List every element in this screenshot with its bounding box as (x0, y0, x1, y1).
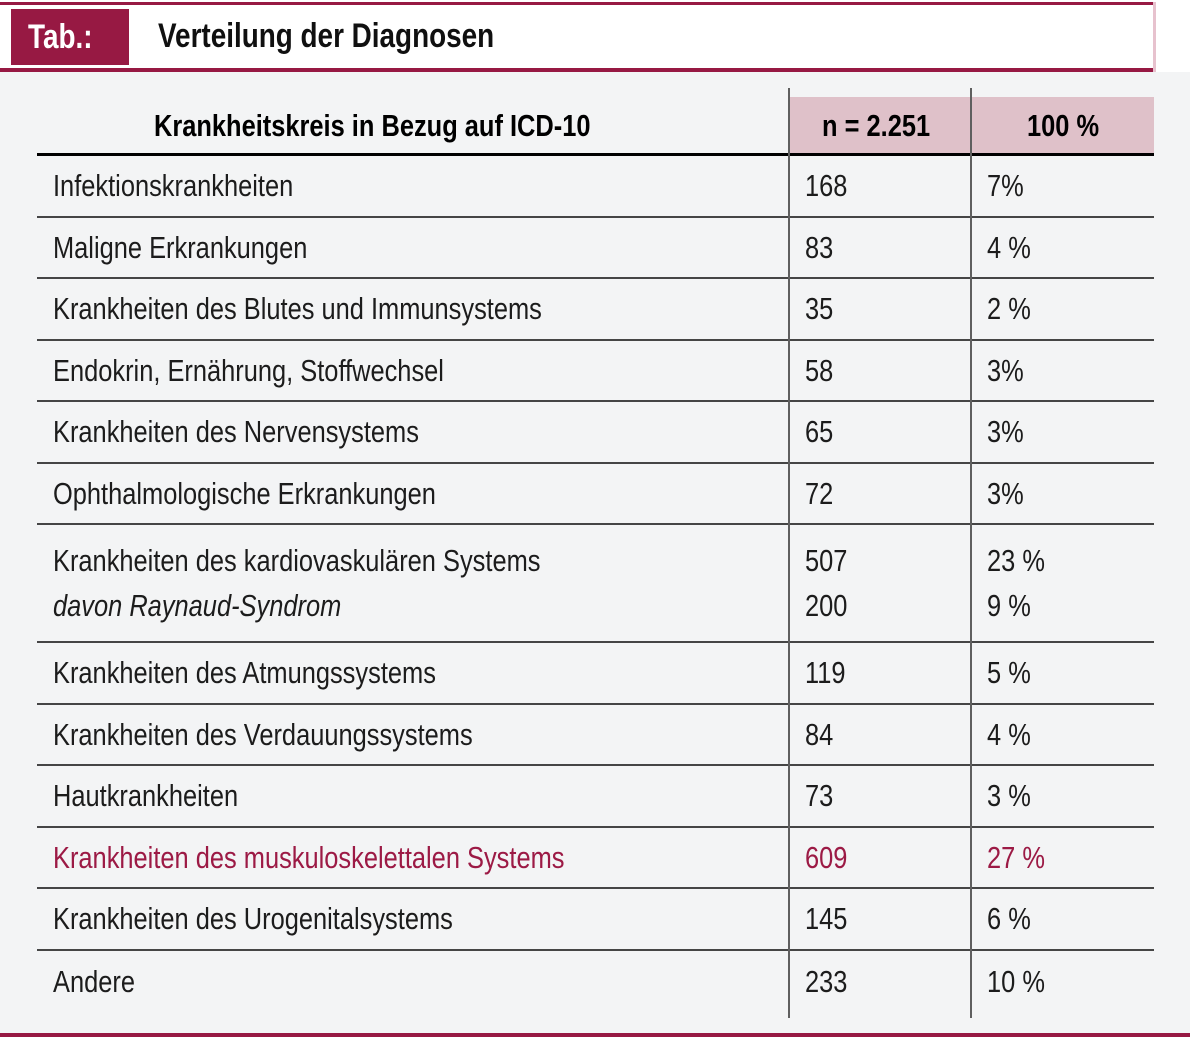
table-row: Andere 233 10 % (37, 951, 1154, 1013)
cell-diagnosis: Krankheiten des Urogenitalsystems (53, 901, 453, 937)
header-label-percent: 100 % (1026, 107, 1099, 143)
cell-percent: 5 % (987, 655, 1031, 691)
table-body: Infektionskrankheiten 168 7% Maligne Erk… (37, 156, 1154, 1012)
table-row: Maligne Erkrankungen 83 4 % (37, 218, 1154, 279)
banner-right-cap (1153, 2, 1156, 72)
cell-diagnosis: Andere (53, 963, 135, 999)
cell-count: 72 (805, 475, 834, 511)
cell-percent: 23 % 9 % (987, 543, 1045, 623)
diagnoses-table: Krankheitskreis in Bezug auf ICD-10 n = … (37, 97, 1154, 1012)
table-row: Krankheiten des Urogenitalsystems 145 6 … (37, 889, 1154, 951)
cell-percent: 3% (987, 414, 1024, 450)
table-row: Hautkrankheiten 73 3 % (37, 766, 1154, 828)
table-title: Verteilung der Diagnosen (158, 17, 495, 55)
cell-count: 35 (805, 291, 834, 327)
cell-percent: 10 % (987, 963, 1045, 999)
cell-diagnosis: Krankheiten des kardiovaskulären Systems… (53, 543, 541, 623)
table-row: Krankheiten des kardiovaskulären Systems… (37, 525, 1154, 643)
table-row: Infektionskrankheiten 168 7% (37, 156, 1154, 218)
cell-percent: 7% (987, 168, 1024, 204)
table-tag-box: Tab.: (11, 9, 129, 65)
cell-count: 83 (805, 229, 834, 265)
header-cell-percent: 100 % (970, 97, 1154, 153)
cell-diagnosis: Krankheiten des muskuloskelettalen Syste… (53, 839, 565, 875)
table-row: Krankheiten des Nervensystems 65 3% (37, 402, 1154, 464)
cell-percent: 4 % (987, 229, 1031, 265)
table-row: Ophthalmologische Erkrankungen 72 3% (37, 464, 1154, 525)
cell-percent: 3% (987, 475, 1024, 511)
cell-count: 507 200 (805, 543, 848, 623)
cell-diagnosis: Hautkrankheiten (53, 778, 239, 814)
table-panel-background (0, 72, 1190, 1033)
table-header-row: Krankheitskreis in Bezug auf ICD-10 n = … (37, 97, 1154, 156)
header-label-diagnosis: Krankheitskreis in Bezug auf ICD-10 (154, 107, 591, 143)
table-row: Krankheiten des Verdauungssystems 84 4 % (37, 705, 1154, 766)
header-label-count: n = 2.251 (821, 107, 930, 143)
cell-count: 65 (805, 414, 834, 450)
cell-percent: 3% (987, 352, 1024, 388)
cell-count: 233 (805, 963, 848, 999)
cell-diagnosis: Krankheiten des Blutes und Immunsystems (53, 291, 542, 327)
table-row: Krankheiten des Blutes und Immunsystems … (37, 279, 1154, 341)
header-cell-diagnosis: Krankheitskreis in Bezug auf ICD-10 (37, 97, 788, 153)
cell-count: 145 (805, 901, 848, 937)
column-divider-2 (970, 88, 972, 1018)
cell-count: 58 (805, 352, 834, 388)
cell-percent: 2 % (987, 291, 1031, 327)
cell-percent: 4 % (987, 716, 1031, 752)
page-bottom-rule (0, 1033, 1190, 1037)
cell-percent: 3 % (987, 778, 1031, 814)
cell-count: 84 (805, 716, 834, 752)
cell-diagnosis: Krankheiten des Atmungssystems (53, 655, 436, 691)
cell-diagnosis: Endokrin, Ernährung, Stoffwechsel (53, 352, 444, 388)
column-divider-1 (788, 88, 790, 1018)
header-cell-count: n = 2.251 (788, 97, 970, 153)
cell-percent: 27 % (987, 839, 1045, 875)
table-row: Endokrin, Ernährung, Stoffwechsel 58 3% (37, 341, 1154, 402)
cell-count: 609 (805, 839, 848, 875)
cell-diagnosis: Krankheiten des Verdauungssystems (53, 716, 473, 752)
cell-diagnosis: Infektionskrankheiten (53, 168, 294, 204)
cell-diagnosis: Maligne Erkrankungen (53, 229, 308, 265)
table-row: Krankheiten des Atmungssystems 119 5 % (37, 643, 1154, 705)
table-row: Krankheiten des muskuloskelettalen Syste… (37, 828, 1154, 889)
cell-count: 73 (805, 778, 834, 814)
table-title-box: Verteilung der Diagnosen (140, 5, 608, 68)
cell-count: 168 (805, 168, 848, 204)
cell-diagnosis: Krankheiten des Nervensystems (53, 414, 419, 450)
table-tag-label: Tab.: (28, 17, 93, 56)
banner-top-rule (0, 2, 1156, 5)
cell-diagnosis: Ophthalmologische Erkrankungen (53, 475, 436, 511)
banner-bottom-rule (0, 68, 1156, 72)
cell-percent: 6 % (987, 901, 1031, 937)
cell-count: 119 (805, 655, 846, 691)
